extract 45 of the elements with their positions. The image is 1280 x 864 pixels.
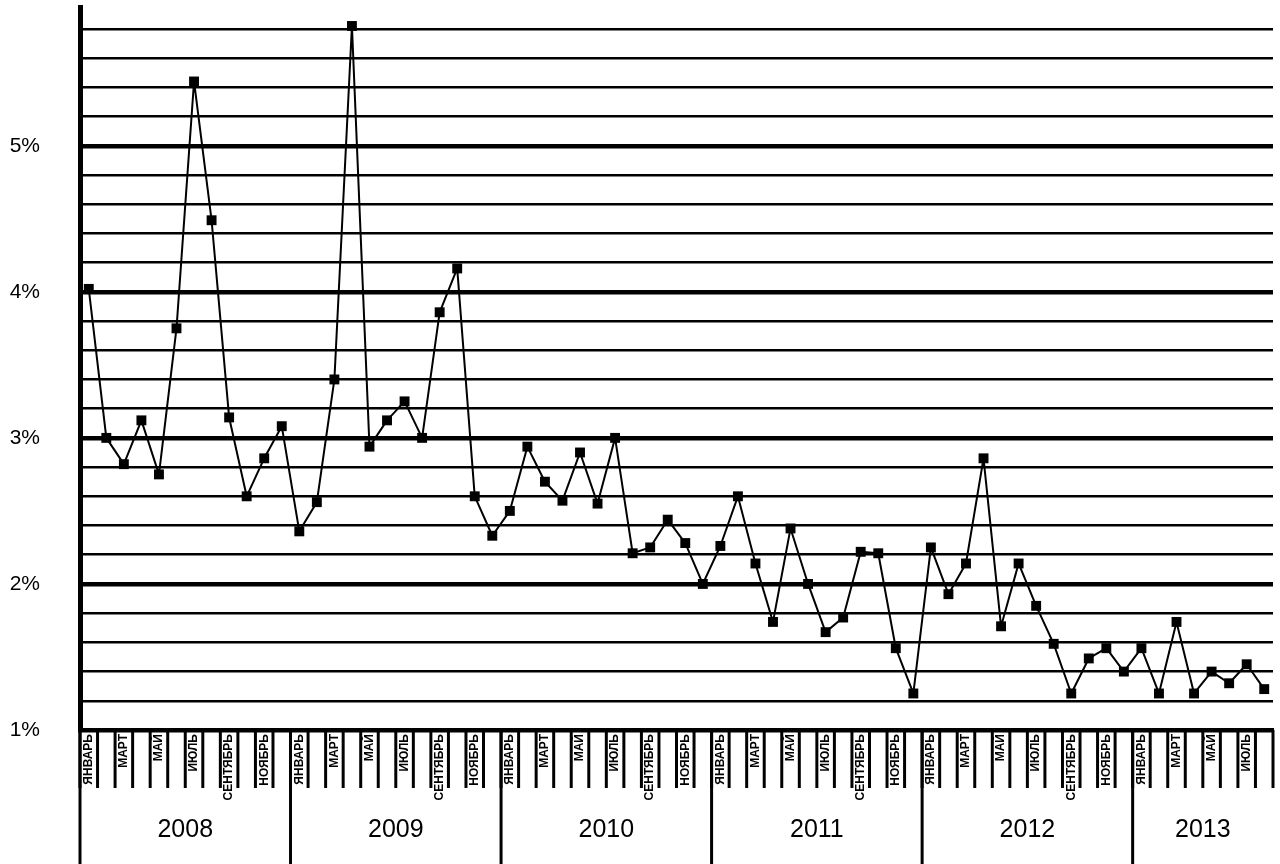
x-tick-label: НОЯБРЬ — [677, 733, 692, 786]
y-tick-label: 4% — [9, 278, 40, 302]
x-tick-label: МАЙ — [571, 734, 587, 762]
x-tick-label: МАЙ — [150, 734, 166, 762]
x-tick-label: НОЯБРЬ — [256, 733, 271, 786]
x-tick-label: СЕНТЯБРЬ — [221, 733, 236, 801]
x-tick-label: ЯНВАРЬ — [712, 733, 727, 785]
x-tick-label: МАРТ — [537, 733, 552, 768]
x-tick-label: МАРТ — [326, 733, 341, 768]
x-tick-label: СЕНТЯБРЬ — [642, 733, 657, 801]
x-tick-label: ЯНВАРЬ — [291, 733, 306, 785]
x-tick-label: ИЮЛЬ — [607, 733, 622, 772]
x-tick-label: НОЯБРЬ — [888, 733, 903, 786]
x-tick-label: МАРТ — [747, 733, 762, 768]
text: 2011 — [789, 813, 844, 842]
text: 2013 — [1175, 813, 1231, 842]
y-tick-label: 5% — [9, 132, 40, 156]
x-tick-label: НОЯБРЬ — [467, 733, 482, 786]
x-tick-label: ИЮЛЬ — [817, 733, 832, 772]
y-tick-label: 2% — [9, 570, 40, 594]
text: 2008 — [157, 813, 214, 842]
x-tick-label: СЕНТЯБРЬ — [431, 733, 446, 801]
text: 2010 — [578, 813, 635, 842]
x-tick-label: ЯНВАРЬ — [81, 733, 96, 785]
x-tick-label: ИЮЛЬ — [1239, 733, 1253, 772]
x-tick-label: МАРТ — [116, 733, 131, 768]
x-tick-label: ИЮЛЬ — [186, 733, 201, 772]
x-tick-label: ЯНВАРЬ — [1133, 733, 1148, 785]
x-tick-label: ИЮЛЬ — [396, 733, 411, 772]
text: 2009 — [367, 813, 424, 842]
y-tick-label: 1% — [9, 716, 40, 740]
x-tick-label: ИЮЛЬ — [1028, 733, 1043, 772]
text: 2012 — [999, 813, 1056, 842]
x-tick-label: СЕНТЯБРЬ — [853, 733, 868, 801]
x-tick-label: МАЙ — [781, 734, 797, 762]
x-tick-label: МАРТ — [958, 733, 973, 768]
y-tick-label: 3% — [9, 424, 40, 448]
x-tick-label: ЯНВАРЬ — [923, 733, 938, 785]
x-tick-label: ЯНВАРЬ — [502, 733, 517, 785]
x-tick-label: СЕНТЯБРЬ — [1063, 733, 1078, 801]
x-tick-label: НОЯБРЬ — [1098, 733, 1113, 786]
x-tick-label: МАЙ — [360, 734, 376, 762]
x-tick-label: МАЙ — [1202, 734, 1218, 762]
x-tick-label: МАРТ — [1168, 733, 1183, 768]
x-tick-label: МАЙ — [992, 734, 1008, 762]
